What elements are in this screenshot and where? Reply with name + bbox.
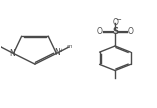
Text: O: O <box>112 17 118 27</box>
Text: N: N <box>55 48 60 57</box>
Text: N: N <box>9 49 15 58</box>
Text: m: m <box>67 44 72 49</box>
Text: O: O <box>97 27 103 36</box>
Text: +: + <box>59 48 63 53</box>
Text: −: − <box>115 17 121 23</box>
Text: O: O <box>127 27 133 36</box>
Text: S: S <box>112 27 118 36</box>
